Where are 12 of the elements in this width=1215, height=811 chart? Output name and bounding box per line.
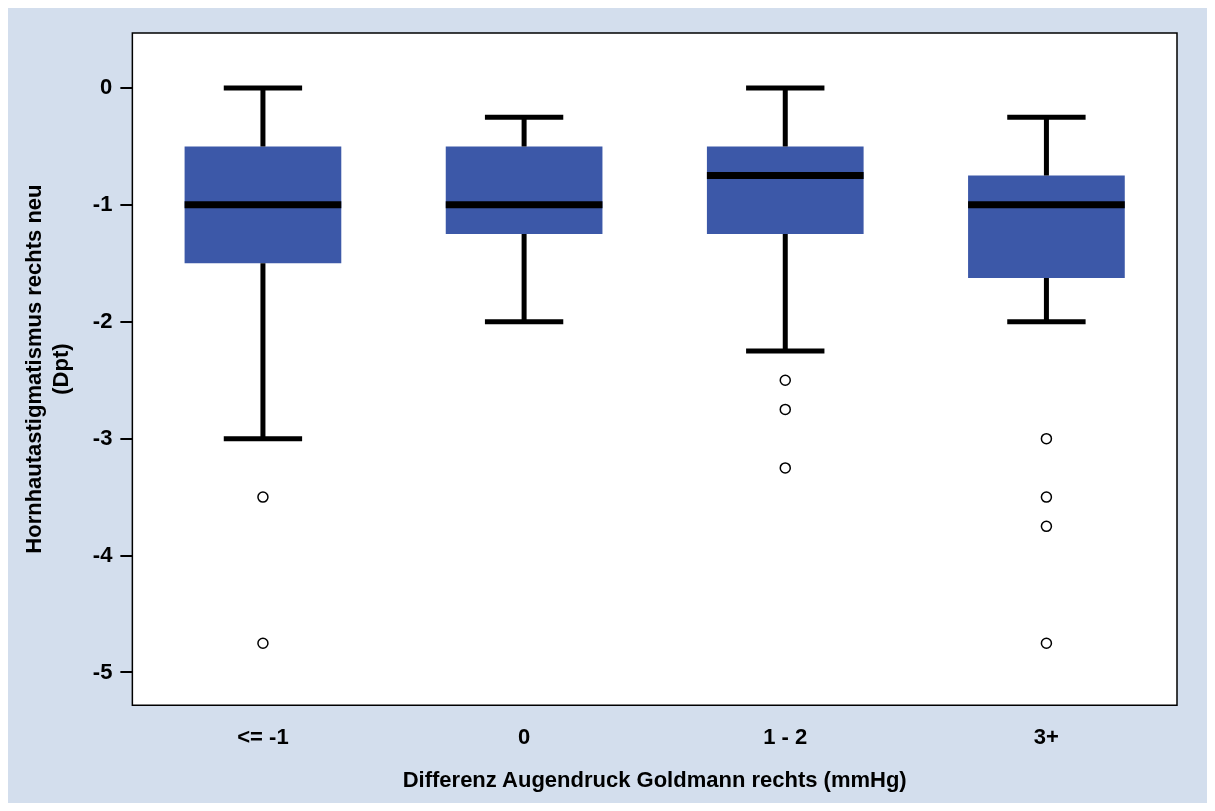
y-tick-label: -1 bbox=[92, 190, 113, 216]
x-tick-label: 3+ bbox=[1033, 724, 1059, 750]
x-axis-title: Differenz Augendruck Goldmann rechts (mmHg) bbox=[402, 766, 907, 792]
y-tick-label: -5 bbox=[92, 658, 113, 684]
y-axis-title: Hornhautastigmatismus rechts neu (Dpt) bbox=[21, 184, 73, 554]
y-tick-label: -2 bbox=[92, 307, 113, 333]
x-tick-label: <= -1 bbox=[237, 724, 289, 750]
y-tick-label: -4 bbox=[92, 541, 114, 567]
x-tick-label: 1 - 2 bbox=[763, 724, 808, 750]
x-tick-label: 0 bbox=[517, 724, 531, 750]
y-tick-label: 0 bbox=[100, 74, 113, 100]
y-tick-label: -3 bbox=[92, 424, 113, 450]
